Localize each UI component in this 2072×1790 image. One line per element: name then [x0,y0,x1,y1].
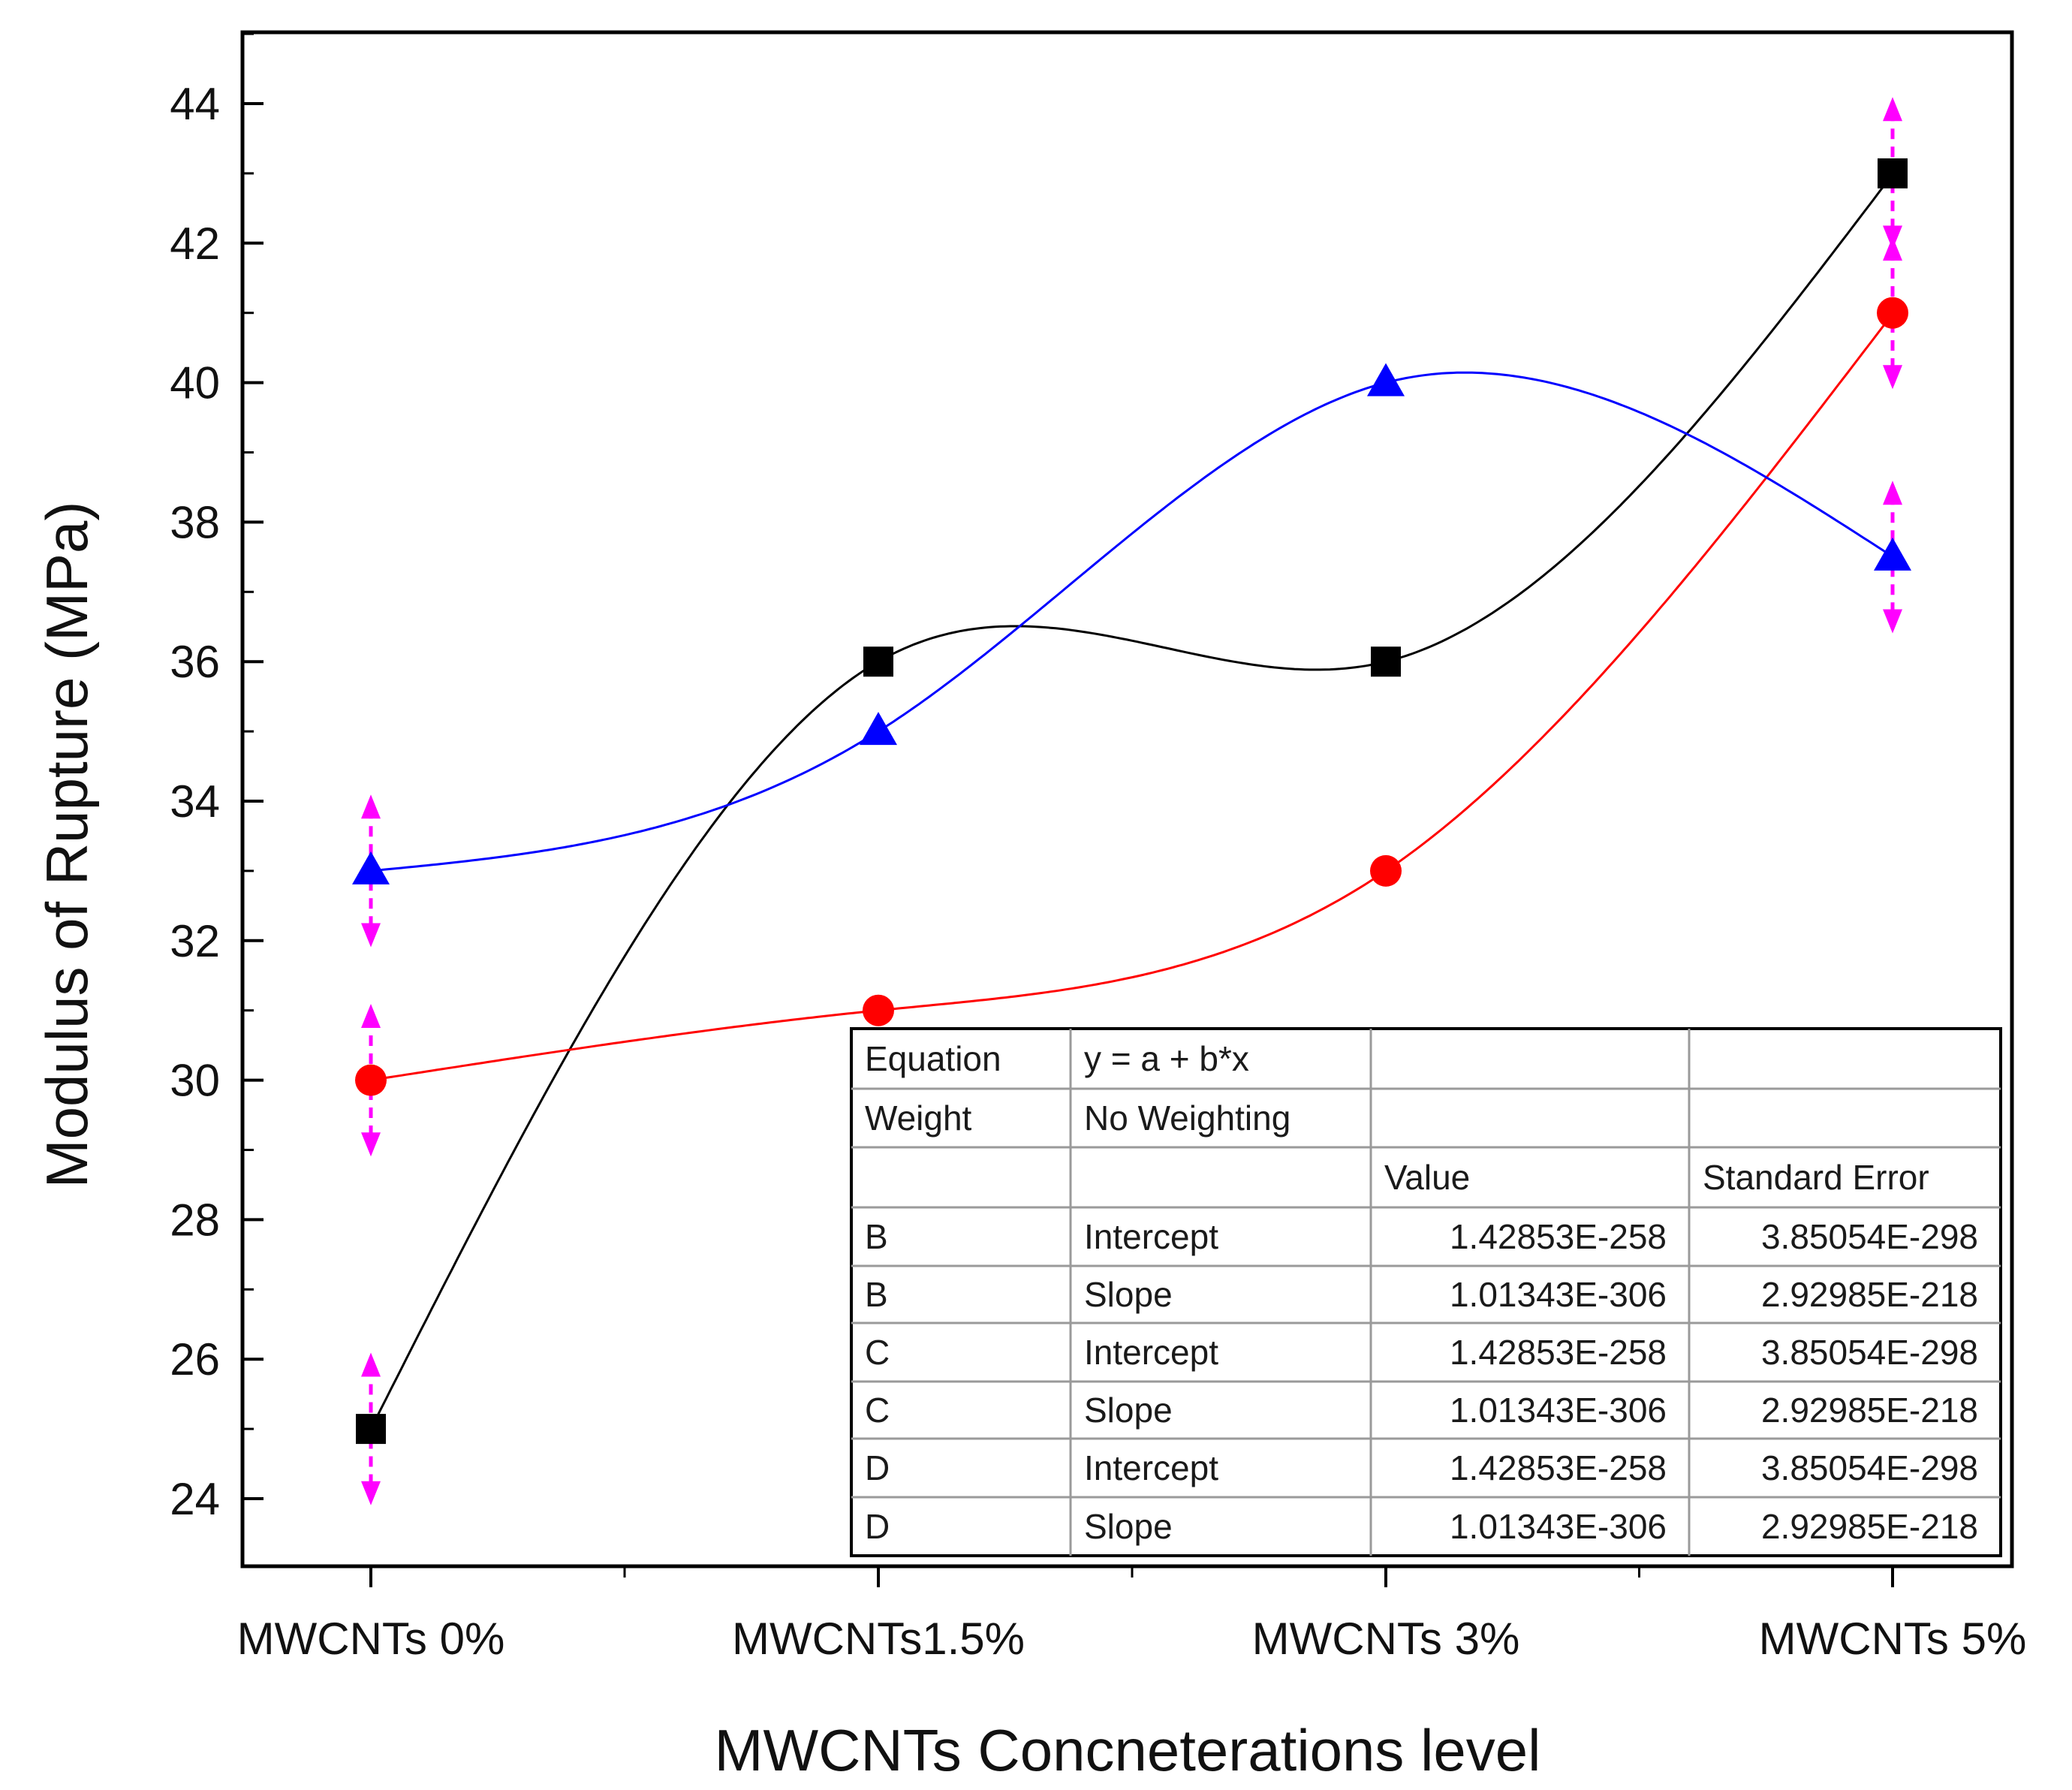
table-cell: 3.85054E-298 [1761,1333,1978,1372]
table-cell: Standard Error [1703,1158,1929,1197]
table-cell: 3.85054E-298 [1761,1217,1978,1256]
series-markers [352,158,1911,1445]
table-cell: No Weighting [1084,1098,1290,1138]
marker-B [1371,646,1401,677]
marker-C [863,994,894,1026]
marker-C [1877,297,1908,329]
table-cell: 1.42853E-258 [1450,1217,1667,1256]
table-cell: Intercept [1084,1333,1218,1372]
marker-B [1878,158,1908,188]
table-cell: Slope [1084,1391,1173,1430]
error-cap-down [361,1132,381,1157]
y-tick-label: 28 [170,1195,220,1245]
table-cell: Weight [865,1098,972,1138]
table-cell: 2.92985E-218 [1761,1507,1978,1546]
marker-D [1367,363,1405,396]
y-tick-label: 42 [170,218,220,269]
axes: 24 26 28 30 32 34 36 38 40 42 44 MWCNTs 0% MWCNTs1.5… [170,32,2027,1664]
table-cell: B [865,1217,888,1256]
x-tick-label: MWCNTs 5% [1759,1614,2027,1664]
marker-D [1874,537,1911,571]
error-cap-down [1883,609,1902,634]
marker-B [863,646,893,677]
y-tick-label: 34 [170,776,220,827]
table-cell: 1.01343E-306 [1450,1507,1667,1546]
error-cap-down [1883,365,1902,390]
y-axis-title: Modulus of Rupture (MPa) [34,502,100,1189]
table-cell: 1.42853E-258 [1450,1333,1667,1372]
table-cell: y = a + b*x [1084,1039,1249,1078]
marker-D [860,712,897,746]
series-line-C [370,312,1895,1082]
error-cap-up [1883,97,1902,122]
table-frame [850,1027,2002,1557]
marker-C [355,1064,387,1096]
error-cap-up [1883,481,1902,505]
x-tick-label: MWCNTs1.5% [732,1614,1025,1664]
error-cap-down [361,923,381,948]
table-cell: C [865,1333,890,1372]
series-line-B [369,172,1895,1430]
y-tick-label: 32 [170,916,220,966]
table-cell: Intercept [1084,1217,1218,1256]
table-cell: Slope [1084,1275,1173,1314]
error-cap-up [1883,237,1902,261]
marker-B [356,1414,386,1445]
table-cell: 1.01343E-306 [1450,1391,1667,1430]
y-tick-label: 40 [170,358,220,408]
marker-D [352,851,390,884]
y-tick-label: 44 [170,79,220,129]
y-tick-label: 30 [170,1056,220,1106]
table-cell: 2.92985E-218 [1761,1391,1978,1430]
error-cap-down [361,1481,381,1505]
series-curves [369,172,1895,1430]
table-cell: Value [1384,1158,1470,1197]
x-tick-label: MWCNTs 3% [1252,1614,1520,1664]
table-cell: Intercept [1084,1448,1218,1487]
plot-frame [240,30,2014,1569]
table-cell: C [865,1391,890,1430]
marker-C [1370,854,1402,887]
table-cell: D [865,1448,890,1487]
fit-parameters-table: Equation y = a + b*x Weight No Weighting Val… [850,1027,2002,1557]
error-cap-up [361,1352,381,1377]
y-tick-label: 38 [170,497,220,547]
table-cell: 1.01343E-306 [1450,1275,1667,1314]
table-cell: D [865,1507,890,1546]
series-line-D [370,371,1894,872]
error-cap-up [361,794,381,819]
x-axis-title: MWCNTs Concneterations level [714,1717,1540,1783]
table-cell: B [865,1275,888,1314]
table-cell: 2.92985E-218 [1761,1275,1978,1314]
x-tick-label: MWCNTs 0% [237,1614,505,1664]
table-cell: Slope [1084,1507,1173,1546]
table-cell: 3.85054E-298 [1761,1448,1978,1487]
table-cell: Equation [865,1039,1001,1078]
y-tick-label: 26 [170,1334,220,1385]
table-cell: 1.42853E-258 [1450,1448,1667,1487]
y-tick-label: 36 [170,637,220,687]
y-tick-label: 24 [170,1474,220,1524]
error-cap-up [361,1003,381,1028]
